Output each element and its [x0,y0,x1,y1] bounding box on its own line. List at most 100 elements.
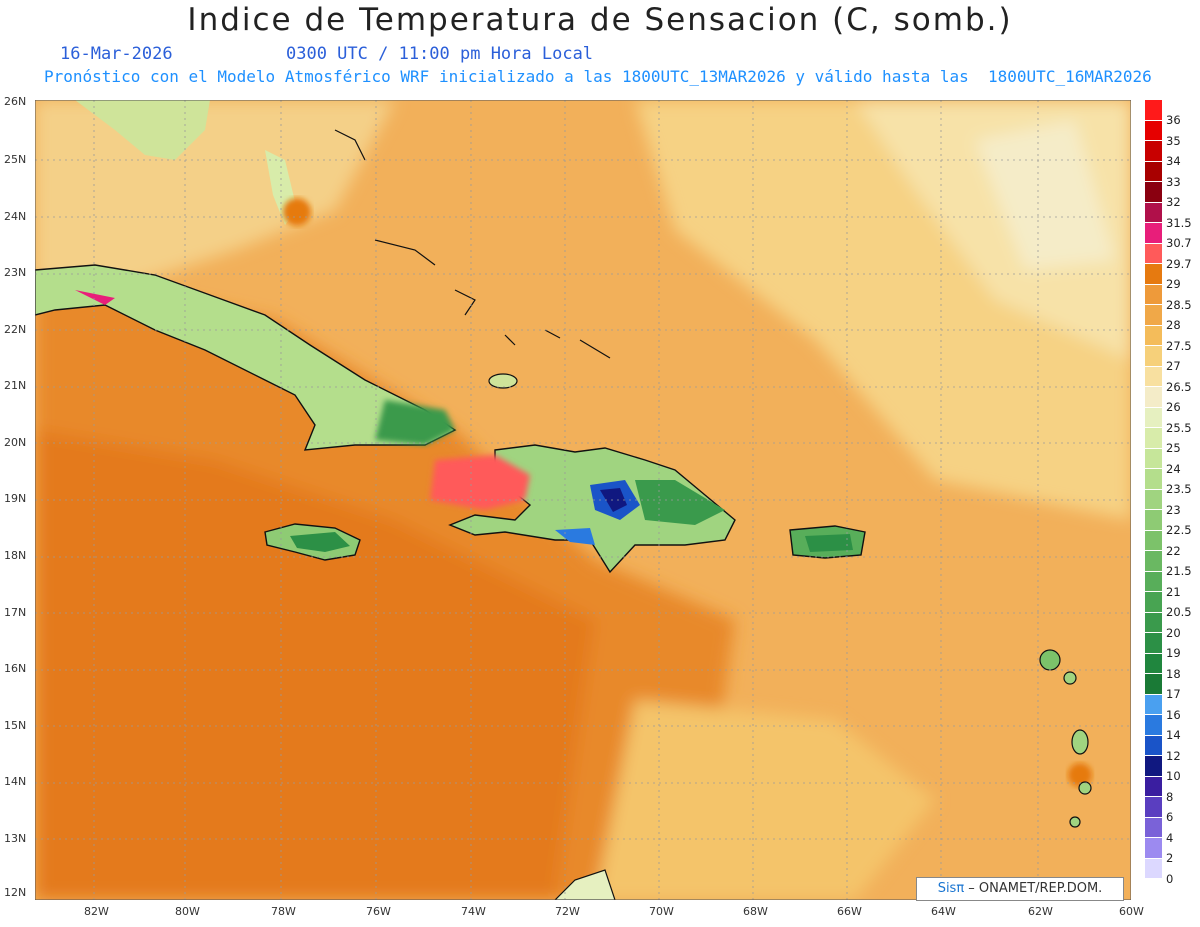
model-info: Pronóstico con el Modelo Atmosférico WRF… [44,67,1152,86]
colorbar-swatch [1145,715,1162,736]
lon-label: 60W [1119,905,1144,918]
colorbar-label: 6 [1166,810,1174,824]
colorbar-swatch [1145,428,1162,449]
credit-box: Sisπ – ONAMET/REP.DOM. [916,877,1124,901]
lat-label: 22N [4,323,27,336]
colorbar-label: 25 [1166,441,1181,455]
colorbar-label: 35 [1166,133,1181,148]
colorbar-swatch [1145,243,1162,264]
map-title: Indice de Temperatura de Sensacion (C, s… [187,2,1013,38]
colorbar-swatch [1145,776,1162,797]
colorbar-swatch [1145,653,1162,674]
lat-label: 13N [4,832,27,845]
forecast-date: 16-Mar-2026 [60,44,173,64]
martinique [1071,729,1089,755]
colorbar-label: 8 [1166,789,1174,804]
colorbar-label: 21 [1166,584,1181,599]
colorbar-swatch [1145,571,1162,592]
colorbar-label: 27.5 [1166,338,1192,353]
lat-label: 19N [4,492,27,505]
lat-label: 21N [4,379,27,392]
lat-label: 12N [4,886,27,899]
colorbar-swatch [1145,366,1162,387]
colorbar-label: 26 [1166,400,1181,414]
colorbar-swatch [1145,858,1162,879]
colorbar-swatch [1145,161,1162,182]
colorbar-label: 16 [1166,707,1181,722]
lon-label: 66W [837,905,862,918]
colorbar-swatch [1145,448,1162,469]
colorbar-label: 12 [1166,748,1181,763]
colorbar-swatch [1145,346,1162,367]
colorbar-swatch [1145,756,1162,777]
heat-index-map [35,100,1131,900]
lon-label: 82W [84,905,109,918]
colorbar-label: 2 [1166,851,1174,865]
colorbar-swatch [1145,817,1162,838]
guadeloupe [1039,649,1061,671]
colorbar-label: 36 [1166,113,1181,127]
colorbar-swatch [1145,100,1162,121]
lat-label: 18N [4,549,27,562]
credit-brand: Sisπ [937,881,965,896]
colorbar-label: 26.5 [1166,379,1192,394]
colorbar-label: 29.7 [1166,256,1192,271]
lat-label: 26N [4,95,27,108]
colorbar-label: 25.5 [1166,420,1192,435]
colorbar-label: 14 [1166,728,1181,742]
colorbar-label: 24 [1166,461,1181,476]
colorbar-label: 20 [1166,625,1181,640]
florida [75,100,210,160]
lon-label: 80W [175,905,200,918]
colorbar-label: 23 [1166,502,1181,517]
colorbar-label: 21.5 [1166,564,1192,578]
colorbar-swatch [1145,592,1162,613]
cuba [35,264,457,451]
colorbar-label: 0 [1166,871,1174,886]
graticule [35,100,1131,900]
colorbar-label: 29 [1166,277,1181,291]
colorbar-swatch [1145,633,1162,654]
lon-label: 70W [649,905,674,918]
forecast-time: 0300 UTC / 11:00 pm Hora Local [286,44,594,64]
lat-label: 17N [4,606,27,619]
colorbar-swatch [1145,325,1162,346]
lat-label: 14N [4,775,27,788]
colorbar-label: 33 [1166,174,1181,189]
colorbar-swatch [1145,305,1162,326]
colorbar-label: 28.5 [1166,297,1192,312]
colorbar-swatch [1145,120,1162,141]
credit-org: – ONAMET/REP.DOM. [964,881,1103,896]
lat-label: 16N [4,662,27,675]
lat-label: 25N [4,153,27,166]
colorbar-swatch [1145,797,1162,818]
lon-label: 64W [931,905,956,918]
lat-label: 15N [4,719,27,732]
colorbar-swatch [1145,284,1162,305]
colorbar-swatch [1145,530,1162,551]
colorbar-label: 19 [1166,646,1181,660]
colorbar-label: 31.5 [1166,215,1192,230]
colorbar-swatch [1145,407,1162,428]
colorbar-label: 10 [1166,769,1181,783]
colorbar-swatch [1145,694,1162,715]
colorbar-swatch [1145,674,1162,695]
colorbar-swatch [1145,202,1162,223]
lon-label: 78W [271,905,296,918]
colorbar-label: 22.5 [1166,523,1192,537]
temperature-field [35,100,1131,900]
colorbar-label: 34 [1166,154,1181,168]
colorbar [1145,100,1162,879]
lon-label: 62W [1028,905,1053,918]
colorbar-swatch [1145,264,1162,285]
lon-label: 76W [366,905,391,918]
colorbar-swatch [1145,735,1162,756]
colorbar-label: 17 [1166,687,1181,701]
colorbar-label: 20.5 [1166,605,1192,619]
colorbar-swatch [1145,510,1162,531]
colorbar-swatch [1145,551,1162,572]
colorbar-swatch [1145,182,1162,203]
lon-label: 74W [461,905,486,918]
colorbar-label: 23.5 [1166,482,1192,496]
colorbar-label: 30.7 [1166,236,1192,250]
